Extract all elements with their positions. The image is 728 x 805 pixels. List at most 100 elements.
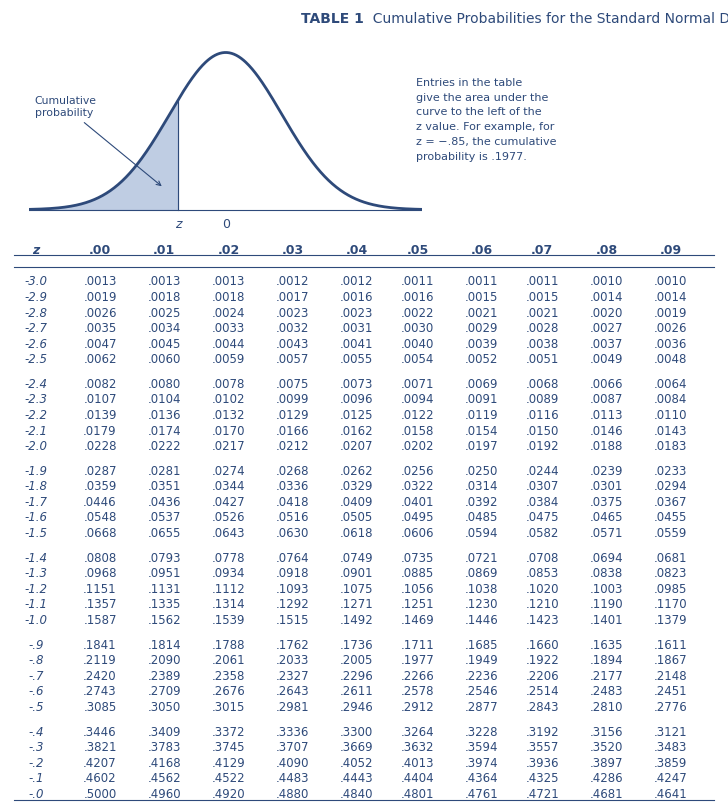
Text: .3336: .3336 [276, 725, 309, 738]
Text: .0049: .0049 [590, 353, 623, 366]
Text: .1357: .1357 [83, 598, 116, 611]
Text: .2709: .2709 [148, 685, 181, 698]
Text: .0029: .0029 [465, 322, 499, 335]
Text: .0548: .0548 [83, 511, 116, 524]
Text: .0174: .0174 [148, 424, 181, 438]
Text: .0344: .0344 [212, 481, 245, 493]
Text: TABLE 1: TABLE 1 [301, 12, 364, 27]
Text: .0207: .0207 [340, 440, 373, 453]
Text: .0026: .0026 [83, 307, 116, 320]
Text: .4013: .4013 [400, 757, 435, 770]
Text: .0409: .0409 [340, 496, 373, 509]
Text: .2119: .2119 [83, 654, 117, 667]
Text: .0026: .0026 [654, 322, 687, 335]
Text: .0170: .0170 [212, 424, 245, 438]
Text: .0150: .0150 [526, 424, 559, 438]
Text: -3.0: -3.0 [24, 275, 47, 288]
Text: -.8: -.8 [28, 654, 44, 667]
Text: -.6: -.6 [28, 685, 44, 698]
Text: .0122: .0122 [400, 409, 435, 422]
Text: .0594: .0594 [465, 527, 499, 540]
Text: .3483: .3483 [654, 741, 687, 754]
Text: .0066: .0066 [590, 378, 623, 391]
Text: .0023: .0023 [276, 307, 309, 320]
Text: .04: .04 [346, 244, 368, 257]
Text: .0301: .0301 [590, 481, 623, 493]
Text: .0351: .0351 [148, 481, 181, 493]
Text: -.0: -.0 [28, 788, 44, 801]
Text: -1.5: -1.5 [24, 527, 47, 540]
Text: .2483: .2483 [590, 685, 623, 698]
Text: -2.4: -2.4 [24, 378, 47, 391]
Text: .01: .01 [153, 244, 175, 257]
Text: .2843: .2843 [526, 701, 559, 714]
Text: .0073: .0073 [340, 378, 373, 391]
Text: .0018: .0018 [148, 291, 181, 304]
Text: .1587: .1587 [83, 614, 116, 627]
Text: .0446: .0446 [83, 496, 116, 509]
Text: .2810: .2810 [590, 701, 623, 714]
Text: .0102: .0102 [212, 394, 245, 407]
Text: .0505: .0505 [340, 511, 373, 524]
Text: .0268: .0268 [276, 464, 309, 478]
Text: .4325: .4325 [526, 772, 559, 785]
Text: -1.7: -1.7 [24, 496, 47, 509]
Text: .0571: .0571 [590, 527, 623, 540]
Text: .0668: .0668 [83, 527, 116, 540]
Text: .4207: .4207 [83, 757, 116, 770]
Text: Cumulative
probability: Cumulative probability [35, 97, 161, 185]
Text: .0096: .0096 [340, 394, 373, 407]
Text: .2236: .2236 [465, 670, 499, 683]
Text: .0051: .0051 [526, 353, 559, 366]
Text: z: z [175, 218, 181, 231]
Text: .0032: .0032 [276, 322, 309, 335]
Text: .4168: .4168 [148, 757, 181, 770]
Text: .1379: .1379 [654, 614, 687, 627]
Text: .4052: .4052 [340, 757, 373, 770]
Text: .4761: .4761 [465, 788, 499, 801]
Text: .4443: .4443 [340, 772, 373, 785]
Text: .0011: .0011 [465, 275, 499, 288]
Text: .07: .07 [531, 244, 553, 257]
Text: .0985: .0985 [654, 583, 687, 596]
Text: .1335: .1335 [148, 598, 181, 611]
Text: .0020: .0020 [590, 307, 623, 320]
Text: .0281: .0281 [148, 464, 181, 478]
Text: .3821: .3821 [83, 741, 116, 754]
Text: .0041: .0041 [340, 337, 373, 351]
Text: .2514: .2514 [526, 685, 559, 698]
Text: .3707: .3707 [276, 741, 309, 754]
Text: -1.6: -1.6 [24, 511, 47, 524]
Text: .3974: .3974 [465, 757, 499, 770]
Text: .09: .09 [660, 244, 682, 257]
Text: .0256: .0256 [400, 464, 435, 478]
Text: -2.9: -2.9 [24, 291, 47, 304]
Text: .2148: .2148 [654, 670, 687, 683]
Text: .0048: .0048 [654, 353, 687, 366]
Text: .0021: .0021 [526, 307, 559, 320]
Text: .0202: .0202 [400, 440, 435, 453]
Text: .0037: .0037 [590, 337, 623, 351]
Text: .0329: .0329 [340, 481, 373, 493]
Text: .0028: .0028 [526, 322, 559, 335]
Text: .0025: .0025 [148, 307, 181, 320]
Text: .0436: .0436 [148, 496, 181, 509]
Text: .0188: .0188 [590, 440, 623, 453]
Text: .0764: .0764 [276, 551, 309, 565]
Text: .3557: .3557 [526, 741, 559, 754]
Text: .0749: .0749 [340, 551, 373, 565]
Text: .4404: .4404 [400, 772, 435, 785]
Text: .0024: .0024 [212, 307, 245, 320]
Text: .1075: .1075 [340, 583, 373, 596]
Text: .3669: .3669 [340, 741, 373, 754]
Text: .0013: .0013 [212, 275, 245, 288]
Text: .0014: .0014 [654, 291, 687, 304]
Text: .0094: .0094 [400, 394, 435, 407]
Text: .0045: .0045 [148, 337, 181, 351]
Text: .1562: .1562 [148, 614, 181, 627]
Text: .1814: .1814 [148, 638, 181, 652]
Text: .02: .02 [218, 244, 240, 257]
Text: .1230: .1230 [465, 598, 499, 611]
Text: .1894: .1894 [590, 654, 623, 667]
Text: .4090: .4090 [276, 757, 309, 770]
